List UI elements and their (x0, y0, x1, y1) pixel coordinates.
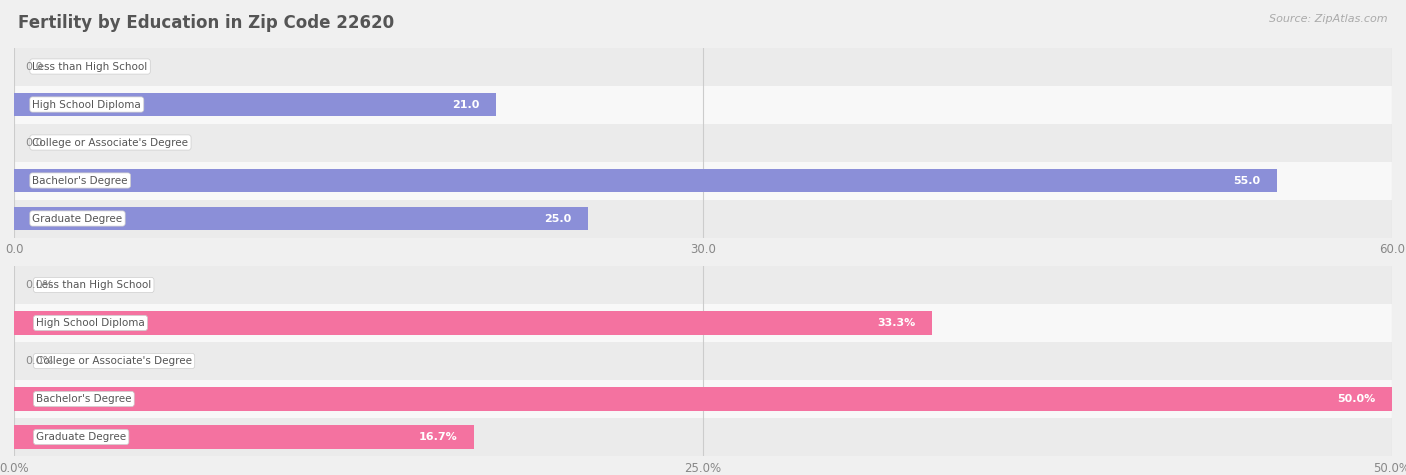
Text: High School Diploma: High School Diploma (37, 318, 145, 328)
Text: College or Associate's Degree: College or Associate's Degree (37, 356, 193, 366)
Text: 21.0: 21.0 (453, 99, 479, 110)
Bar (14, 169, 1277, 192)
Text: Graduate Degree: Graduate Degree (32, 213, 122, 224)
Bar (14, 200, 1392, 238)
Text: Less than High School: Less than High School (32, 61, 148, 72)
Bar (14, 93, 496, 116)
Bar (14, 266, 1392, 304)
Text: 0.0%: 0.0% (25, 280, 53, 290)
Text: 0.0%: 0.0% (25, 356, 53, 366)
Bar (14, 48, 1392, 86)
Text: Graduate Degree: Graduate Degree (37, 432, 127, 442)
Bar (14, 387, 1392, 411)
Bar (14, 311, 932, 335)
Text: 0.0: 0.0 (25, 61, 42, 72)
Bar (14, 86, 1392, 124)
Text: Source: ZipAtlas.com: Source: ZipAtlas.com (1270, 14, 1388, 24)
Text: 55.0: 55.0 (1233, 175, 1261, 186)
Text: 0.0: 0.0 (25, 137, 42, 148)
Bar (14, 162, 1392, 199)
Text: College or Associate's Degree: College or Associate's Degree (32, 137, 188, 148)
Text: Fertility by Education in Zip Code 22620: Fertility by Education in Zip Code 22620 (18, 14, 395, 32)
Bar (14, 342, 1392, 380)
Bar (14, 304, 1392, 342)
Bar (14, 124, 1392, 162)
Text: 33.3%: 33.3% (877, 318, 915, 328)
Text: 16.7%: 16.7% (419, 432, 458, 442)
Text: Bachelor's Degree: Bachelor's Degree (32, 175, 128, 186)
Bar (14, 418, 1392, 456)
Bar (14, 207, 588, 230)
Text: Bachelor's Degree: Bachelor's Degree (37, 394, 132, 404)
Bar (14, 380, 1392, 418)
Text: 25.0: 25.0 (544, 213, 572, 224)
Text: Less than High School: Less than High School (37, 280, 152, 290)
Text: 50.0%: 50.0% (1337, 394, 1375, 404)
Bar (14, 425, 474, 449)
Text: High School Diploma: High School Diploma (32, 99, 141, 110)
